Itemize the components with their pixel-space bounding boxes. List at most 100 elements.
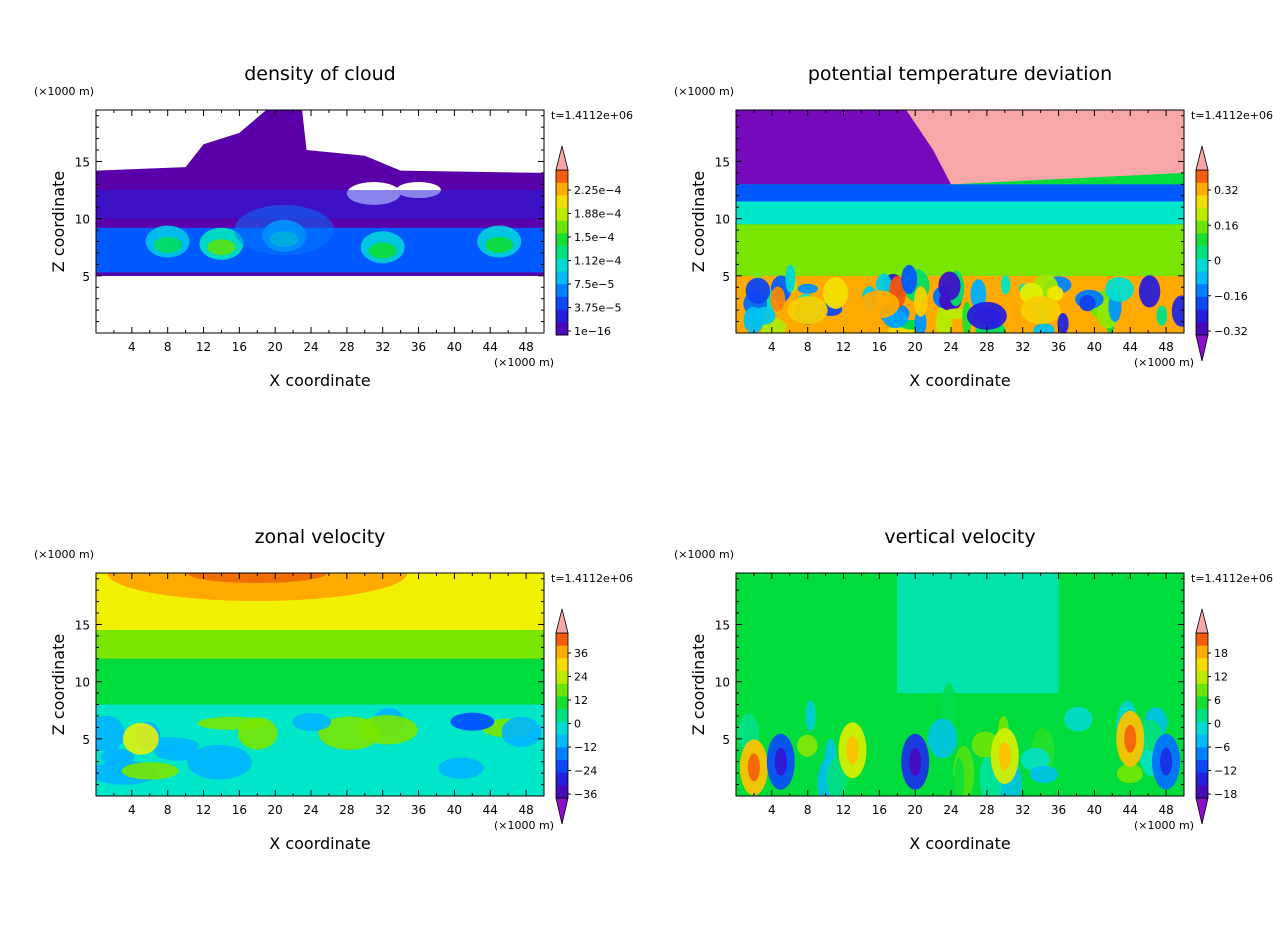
x-tick-label: 36 — [411, 803, 426, 817]
x-tick-label: 40 — [447, 340, 462, 354]
mid-layer-lower — [736, 224, 1184, 276]
updraft-cell — [805, 700, 816, 732]
turbulent-eddy — [770, 286, 786, 312]
time-stamp: t=1.4112e+06 — [1191, 109, 1273, 122]
colorbar-swatch — [556, 322, 568, 336]
x-unit-label: (×1000 m) — [1134, 356, 1194, 369]
jet-core — [187, 573, 328, 583]
colorbar-swatch — [556, 709, 568, 723]
colorbar-swatch — [1196, 734, 1208, 748]
updraft-cell — [797, 734, 818, 757]
colorbar-swatch — [1196, 233, 1208, 247]
y-tick-label: 10 — [715, 213, 730, 227]
x-tick-label: 12 — [196, 803, 211, 817]
colorbar-swatch — [1196, 258, 1208, 273]
colorbar-swatch — [556, 271, 568, 285]
x-tick-label: 44 — [483, 340, 498, 354]
x-tick-label: 4 — [768, 803, 776, 817]
colorbar-label: 1e−16 — [574, 325, 611, 338]
time-stamp: t=1.4112e+06 — [1191, 572, 1273, 585]
colorbar-label: −6 — [1214, 741, 1230, 754]
turbulent-eddy — [745, 277, 771, 304]
colorbar-label: −18 — [1214, 788, 1237, 801]
colorbar-swatch — [1196, 696, 1208, 710]
y-tick-label: 10 — [75, 676, 90, 690]
velocity-cell — [438, 757, 484, 779]
x-tick-label: 20 — [268, 803, 283, 817]
x-tick-label: 40 — [447, 803, 462, 817]
colorbar-swatch — [1196, 309, 1208, 323]
cloud-cell-core — [368, 242, 397, 259]
colorbar-swatch — [1196, 721, 1208, 736]
colorbar-bottom-arrow — [1195, 797, 1209, 825]
y-tick-label: 5 — [722, 270, 730, 284]
cloud-cell-core — [485, 236, 514, 253]
x-tick-label: 48 — [1158, 803, 1173, 817]
y-unit-label: (×1000 m) — [674, 85, 734, 98]
colorbar-swatch — [1196, 271, 1208, 285]
contour-field — [96, 110, 544, 333]
x-tick-label: 12 — [836, 803, 851, 817]
colorbar-swatch — [556, 785, 568, 799]
x-tick-label: 32 — [375, 803, 390, 817]
x-tick-label: 36 — [1051, 803, 1066, 817]
colorbar-label: 0.16 — [1214, 219, 1239, 232]
colorbar-swatch — [1196, 747, 1208, 761]
velocity-cell — [197, 716, 267, 730]
colorbar-swatch — [556, 284, 568, 298]
colorbar-swatch — [1196, 220, 1208, 234]
colorbar-label: 12 — [1214, 671, 1228, 684]
turbulent-eddy — [1105, 276, 1134, 302]
colorbar-swatch — [556, 696, 568, 710]
colorbar-swatch — [556, 658, 568, 672]
turbulent-eddy — [1156, 305, 1168, 326]
x-tick-label: 16 — [232, 803, 247, 817]
velocity-cell — [501, 716, 542, 748]
x-tick-label: 44 — [1123, 340, 1138, 354]
x-unit-label: (×1000 m) — [1134, 819, 1194, 832]
x-tick-label: 40 — [1087, 340, 1102, 354]
x-tick-label: 20 — [268, 340, 283, 354]
y-unit-label: (×1000 m) — [674, 548, 734, 561]
x-tick-label: 28 — [979, 340, 994, 354]
x-tick-label: 4 — [128, 803, 136, 817]
colorbar-swatch — [556, 309, 568, 323]
cloud-cell-core — [207, 239, 236, 256]
colorbar: 0.32 0.16 0 −0.16 −0.32 — [1195, 145, 1248, 362]
y-axis-label: Z coordinate — [49, 634, 68, 735]
colorbar-swatch — [1196, 208, 1208, 222]
x-tick-label: 36 — [1051, 340, 1066, 354]
y-tick-label: 10 — [715, 676, 730, 690]
updraft-cell — [927, 718, 957, 759]
updraft-cell — [954, 757, 965, 796]
colorbar-top-arrow — [1195, 608, 1209, 634]
turbulent-eddy — [875, 273, 892, 296]
colorbar-swatch — [1196, 284, 1208, 298]
colorbar-swatch — [1196, 246, 1208, 260]
colorbar-swatch — [1196, 195, 1208, 209]
x-tick-label: 24 — [303, 803, 318, 817]
x-tick-label: 20 — [908, 803, 923, 817]
x-tick-label: 24 — [303, 340, 318, 354]
y-tick-label: 15 — [715, 618, 730, 632]
upper-layer — [96, 630, 544, 659]
x-tick-label: 32 — [375, 340, 390, 354]
y-unit-label: (×1000 m) — [34, 85, 94, 98]
x-tick-label: 4 — [128, 340, 136, 354]
colorbar-swatch — [556, 195, 568, 209]
time-stamp: t=1.4112e+06 — [551, 109, 633, 122]
colorbar-label: 0.32 — [1214, 184, 1239, 197]
colorbar-label: 6 — [1214, 694, 1221, 707]
turbulent-eddy — [785, 264, 796, 293]
y-tick-label: 15 — [75, 618, 90, 632]
x-tick-label: 8 — [804, 803, 812, 817]
velocity-cell — [292, 712, 332, 732]
velocity-cell — [121, 762, 179, 780]
temperature-anomaly — [787, 296, 828, 325]
turbulent-eddy — [914, 286, 928, 317]
colorbar-swatch — [556, 246, 568, 260]
mid-layer — [736, 201, 1184, 225]
x-axis-label: X coordinate — [269, 371, 370, 390]
colorbar-swatch — [556, 747, 568, 761]
plot-frame — [735, 109, 1185, 334]
